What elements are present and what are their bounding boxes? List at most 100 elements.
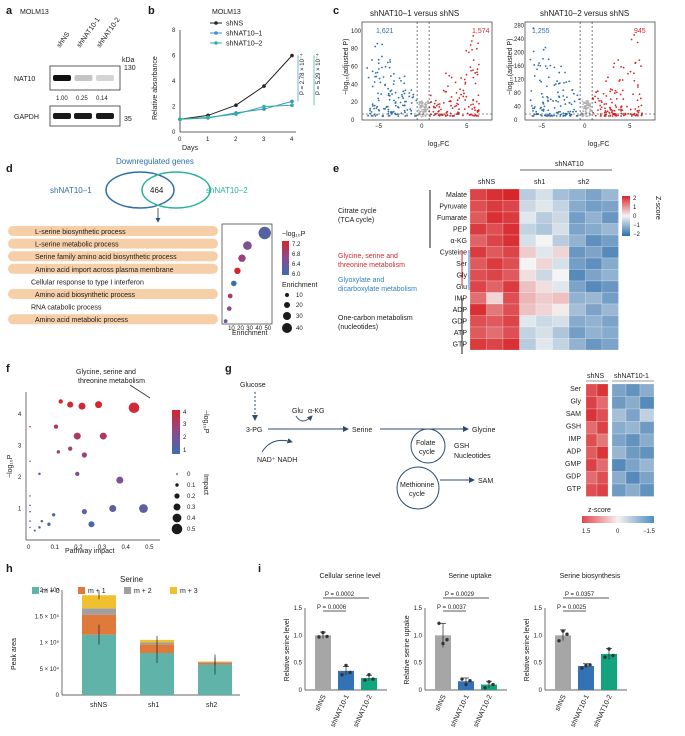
i-point	[611, 653, 615, 658]
volcano-right-dot	[617, 114, 619, 117]
volcano-right-dot	[532, 109, 534, 112]
volcano-right-dot	[553, 66, 556, 69]
heatmap-e-cell	[552, 234, 570, 247]
volcano-right-dot	[571, 89, 574, 92]
volcano-right-dot	[534, 106, 536, 108]
category-tca: Citrate cycle	[338, 208, 377, 215]
heatmap-e-cell	[486, 315, 504, 328]
volcano-right-dot	[637, 86, 639, 88]
i-point	[491, 682, 495, 687]
heatmap-g-cell	[585, 483, 598, 497]
volcano-left-dot	[463, 108, 466, 111]
heatmap-e-cell	[601, 338, 619, 351]
heatmap-e-cell	[486, 292, 504, 305]
volcano-right-ns-dot	[589, 110, 591, 113]
heatmap-e-cell	[552, 338, 570, 351]
d-enrichment-dot	[227, 293, 233, 299]
volcano-left-ns-dot	[419, 105, 422, 107]
volcano-right-ylabel: −log₁₀(adjusted P)	[507, 39, 514, 95]
heatmap-e-cell	[585, 211, 603, 224]
f-pathway-bubble	[68, 446, 73, 451]
volcano-right-dot	[608, 111, 611, 114]
heatmap-e-cell	[469, 257, 487, 270]
heatmap-g-cell	[625, 483, 641, 497]
volcano-left-dot	[473, 106, 476, 109]
heatmap-g-cell	[596, 433, 609, 447]
heatmap-e-cell	[535, 200, 553, 213]
volcano-right-dot	[594, 95, 596, 98]
volcano-left-dot	[448, 100, 451, 103]
volcano-right-dot	[638, 93, 641, 96]
volcano-right-dot	[540, 92, 543, 95]
heatmap-g-row-label: GMP	[565, 461, 581, 468]
volcano-left-dot	[373, 107, 376, 110]
volcano-left-dot	[401, 95, 404, 98]
heatmap-g-cell	[639, 421, 655, 435]
volcano-right-x-tick: 0	[583, 124, 587, 130]
volcano-left-dot	[449, 115, 451, 117]
heatmap-g-cell	[611, 446, 627, 460]
volcano-left-dot	[471, 48, 473, 51]
go-term-highlight	[8, 226, 218, 236]
f-size-tick: 0.1	[187, 483, 196, 489]
h-y-tick: 1.5 × 10⁵	[35, 613, 60, 620]
volcano-left-dot	[377, 58, 380, 61]
volcano-left-dot	[442, 101, 445, 104]
volcano-right-dot	[558, 71, 561, 74]
volcano-right-dot	[619, 93, 622, 96]
pathway-glucose: Glucose	[240, 382, 266, 389]
volcano-left-dot	[403, 109, 406, 112]
heatmap-e-col-shns: shNS	[478, 179, 495, 186]
volcano-right-y-tick: 240	[514, 37, 525, 43]
volcano-left-dot	[474, 109, 476, 112]
heatmap-e-row-label: IMP	[455, 296, 468, 303]
volcano-left-dot	[469, 66, 472, 69]
i-point	[607, 647, 611, 651]
volcano-left-dot	[453, 105, 456, 108]
heatmap-e-cell	[469, 223, 487, 236]
volcano-left-dot	[397, 96, 400, 99]
f-x-tick: 0.4	[122, 545, 131, 551]
heatmap-g-cell	[585, 433, 598, 447]
volcano-left-dot	[399, 101, 402, 104]
d-size-key-4	[282, 323, 292, 333]
i-bar	[555, 635, 571, 690]
heatmap-g-col-shnat10: shNAT10-1	[614, 373, 649, 380]
volcano-right-dot	[542, 101, 544, 104]
volcano-left-dot	[397, 106, 400, 109]
volcano-right-dot	[567, 110, 570, 113]
i-x-tick: shNS	[554, 694, 568, 713]
heatmap-e-cell	[585, 188, 603, 201]
volcano-left-dot	[462, 95, 465, 98]
folate-cycle-label: Folate	[416, 440, 436, 447]
volcano-left-dot	[400, 93, 403, 96]
volcano-right-dot	[559, 105, 562, 107]
volcano-left-dot	[367, 114, 369, 117]
i-point	[367, 672, 371, 677]
volcano-right-dot	[614, 89, 617, 92]
volcano-left-dot	[392, 83, 395, 86]
volcano-right-ns-dot	[589, 108, 591, 110]
f-x-tick: 0.3	[98, 545, 107, 551]
volcano-right-dot	[609, 90, 612, 93]
f-pathway-bubble	[29, 510, 31, 513]
volcano-right-dot	[632, 72, 635, 75]
volcano-right-dot	[604, 107, 606, 110]
volcano-right-dot	[627, 72, 629, 75]
i-point	[584, 663, 588, 668]
volcano-right-y-tick: 120	[514, 77, 525, 83]
volcano-left-dot	[465, 73, 468, 76]
volcano-left-dot	[444, 90, 447, 93]
f-pathway-bubble	[29, 504, 31, 507]
i-pvalue-1: P = 0.0002	[325, 592, 355, 598]
volcano-right-dot	[596, 90, 599, 93]
volcano-right-dot	[631, 113, 634, 116]
heatmap-g-row-label: ADP	[567, 449, 582, 456]
volcano-right-dot	[617, 59, 620, 61]
volcano-right-dot	[563, 98, 566, 101]
volcano-left-dot	[374, 115, 377, 117]
volcano-left-dot	[472, 59, 475, 62]
volcano-right-dot	[611, 101, 613, 104]
volcano-left-dot	[446, 114, 449, 117]
volcano-right-dot	[613, 109, 616, 112]
